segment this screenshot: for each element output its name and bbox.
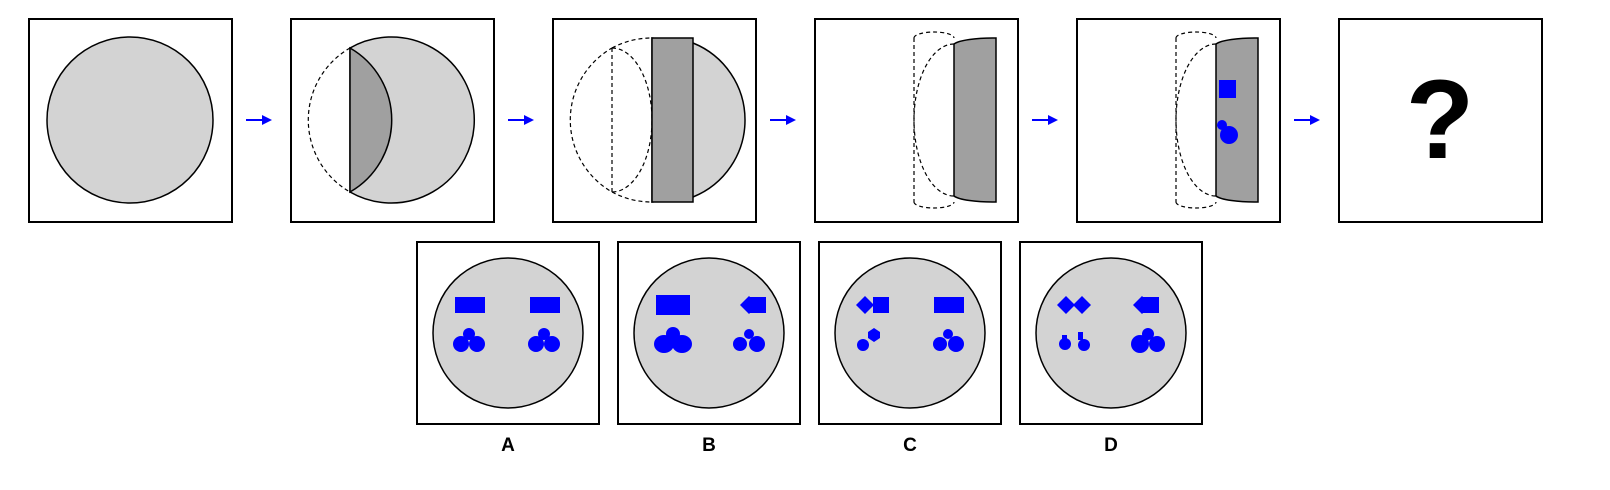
round-hole xyxy=(933,337,947,351)
arrow-3 xyxy=(770,115,796,125)
diamond-hole xyxy=(1073,296,1091,314)
round-hole xyxy=(1059,338,1071,350)
round-hole xyxy=(463,328,475,340)
rect-hole xyxy=(455,297,485,313)
option-a-label: A xyxy=(501,435,515,456)
step-5-panel xyxy=(1076,18,1281,223)
rect-hole xyxy=(530,297,560,313)
step-4-panel xyxy=(814,18,1019,223)
option-c[interactable]: C xyxy=(818,241,1002,456)
ghost-bottom xyxy=(611,191,653,203)
small-rect-hole xyxy=(1078,332,1083,340)
arrow-1 xyxy=(246,115,272,125)
step-6-frame xyxy=(1338,18,1543,223)
ghost-curve xyxy=(1175,43,1217,197)
folded-strip xyxy=(1215,37,1259,203)
folded-flap xyxy=(349,46,393,194)
arrow-2 xyxy=(508,115,534,125)
arrow-4 xyxy=(1032,115,1058,125)
option-a-paper xyxy=(432,257,584,409)
round-hole xyxy=(744,329,754,339)
round-hole xyxy=(453,336,469,352)
step-6-panel: ? xyxy=(1338,18,1543,223)
square-hole xyxy=(1143,297,1159,313)
step-1-panel xyxy=(28,18,233,223)
option-c-label: C xyxy=(903,435,917,456)
paper-circle xyxy=(46,36,214,204)
option-d[interactable]: D xyxy=(1019,241,1203,456)
square-hole xyxy=(750,297,766,313)
round-hole xyxy=(1078,339,1090,351)
round-hole xyxy=(948,336,964,352)
round-hole xyxy=(1217,120,1227,130)
round-hole xyxy=(538,328,550,340)
square-hole xyxy=(873,297,889,313)
ghost-top xyxy=(1175,31,1217,39)
option-b[interactable]: B xyxy=(617,241,801,456)
round-hole xyxy=(943,329,953,339)
ghost-outline xyxy=(569,46,613,194)
folded-strip xyxy=(953,37,997,203)
round-hole xyxy=(528,336,544,352)
folded-strip xyxy=(651,37,694,203)
option-c-paper xyxy=(834,257,986,409)
step-3-panel xyxy=(552,18,757,223)
ghost-curve xyxy=(913,43,955,197)
rect-hole xyxy=(656,295,690,315)
square-hole xyxy=(1219,80,1236,98)
rect-hole xyxy=(934,297,964,313)
ghost-bottom xyxy=(913,201,955,209)
option-d-paper xyxy=(1035,257,1187,409)
round-hole xyxy=(544,336,560,352)
option-d-label: D xyxy=(1104,435,1118,456)
hex-hole xyxy=(868,328,880,342)
ghost-top xyxy=(913,31,955,39)
round-hole xyxy=(733,337,747,351)
round-hole xyxy=(1220,126,1238,144)
round-hole xyxy=(1142,328,1154,340)
diamond-hole xyxy=(1057,296,1075,314)
round-hole xyxy=(1131,335,1149,353)
ghost-bottom xyxy=(1175,201,1217,209)
round-hole xyxy=(1149,336,1165,352)
option-b-paper xyxy=(633,257,785,409)
diamond-hole xyxy=(856,296,874,314)
ghost-curve xyxy=(611,47,653,193)
question-mark: ? xyxy=(1406,57,1474,182)
option-a[interactable]: A xyxy=(416,241,600,456)
step-2-panel xyxy=(290,18,495,223)
small-square-hole xyxy=(1062,335,1067,340)
round-hole xyxy=(666,327,680,341)
ghost-outline xyxy=(307,47,351,193)
arrow-5 xyxy=(1294,115,1320,125)
ghost-top xyxy=(611,37,653,49)
round-hole xyxy=(469,336,485,352)
option-b-label: B xyxy=(702,435,716,456)
round-hole xyxy=(749,336,765,352)
round-hole xyxy=(857,339,869,351)
